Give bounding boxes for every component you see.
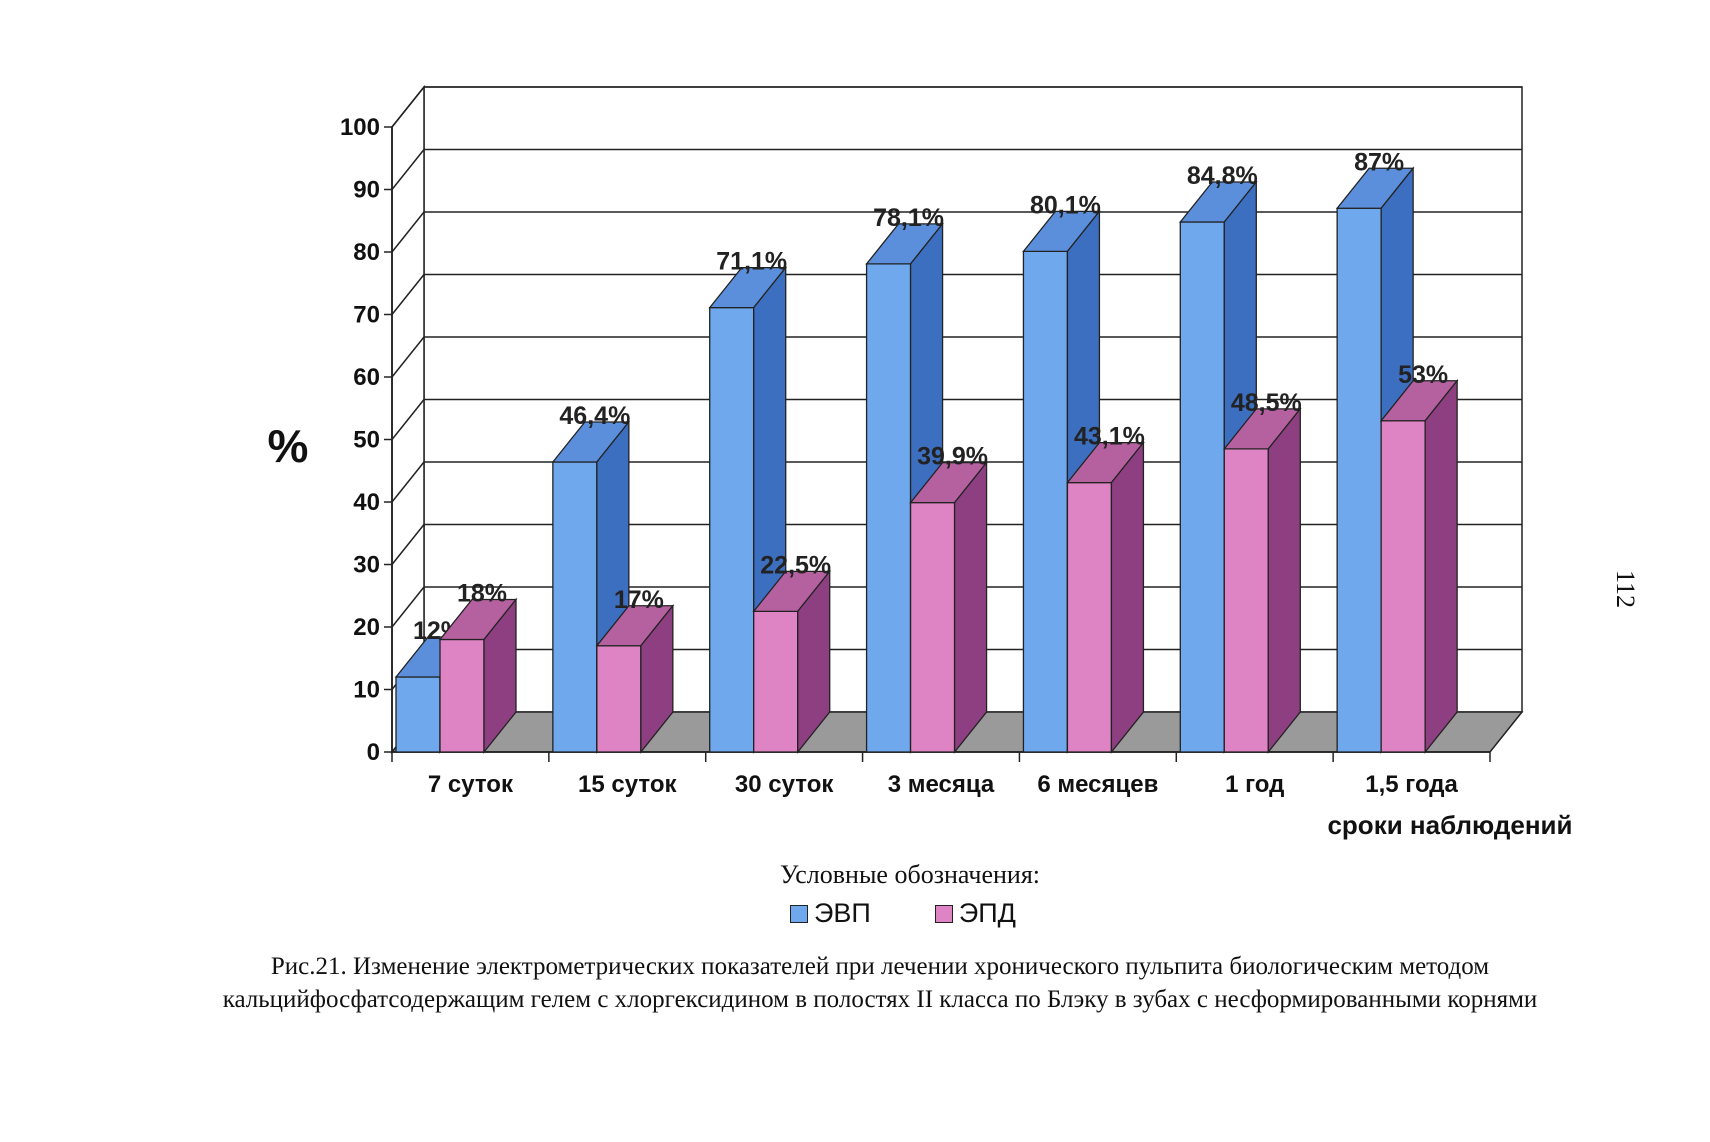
bar-0-0 [395, 676, 441, 753]
data-label-0-2: 71,1% [716, 248, 787, 276]
gridline-side [391, 211, 425, 253]
category-label: 1 год [1225, 771, 1284, 798]
data-label-1-4: 43,1% [1074, 423, 1145, 451]
legend-title: Условные обозначения: [779, 860, 1041, 889]
gridline-side [391, 461, 425, 503]
bar-0-1 [552, 461, 598, 753]
category-label: 6 месяцев [1037, 771, 1158, 798]
y-tick-label: 90 [353, 177, 380, 204]
gridline-side [391, 336, 425, 378]
bar-side-1-6 [1424, 378, 1458, 754]
y-tick-label: 50 [353, 427, 380, 454]
bar-side-1-0 [483, 597, 517, 754]
y-tick-label: 80 [353, 239, 380, 266]
bar-1-1 [596, 645, 642, 753]
data-label-1-2: 22,5% [760, 551, 831, 579]
gridline-side [391, 524, 425, 565]
bar-side-1-4 [1110, 440, 1145, 754]
category-label: 3 месяца [888, 771, 995, 798]
y-tick-label: 30 [353, 552, 380, 579]
bar-1-2 [753, 610, 799, 753]
bar-side-1-3 [953, 460, 988, 754]
y-tick-label: 40 [353, 489, 380, 516]
gridline-side [391, 149, 425, 190]
figure-caption: Рис.21. Изменение электрометрических пок… [222, 953, 1538, 1013]
category-label: 7 суток [428, 771, 514, 798]
bar-side-1-5 [1267, 407, 1301, 754]
bar-0-2 [709, 306, 755, 753]
y-tick-label: 10 [353, 677, 380, 704]
legend-label-epd: ЭПД [958, 898, 1016, 928]
bar-side-1-1 [640, 603, 674, 754]
bar-side-1-2 [797, 569, 831, 754]
legend: ЭВП ЭПД [790, 898, 1016, 929]
bar-1-4 [1066, 481, 1113, 753]
bar-1-3 [909, 501, 956, 753]
bar-1-5 [1223, 448, 1269, 753]
bar-0-4 [1022, 250, 1069, 753]
page-number: 112 [1611, 570, 1640, 609]
y-axis-title: % [268, 420, 309, 472]
bar-1-6 [1380, 420, 1426, 753]
data-label-0-3: 78,1% [873, 204, 944, 232]
gridline-side [391, 586, 425, 628]
category-label: 30 суток [735, 771, 834, 798]
gridline-side [391, 399, 425, 440]
legend-swatch-evp [790, 904, 808, 923]
y-tick-label: 60 [353, 364, 380, 391]
bar-0-6 [1336, 207, 1382, 753]
data-label-0-4: 80,1% [1030, 191, 1101, 219]
gridline-side [391, 274, 425, 315]
bar-0-5 [1179, 221, 1225, 753]
y-tick-label: 0 [367, 739, 380, 766]
data-label-0-5: 84,8% [1187, 162, 1258, 190]
data-label-1-6: 53% [1398, 361, 1448, 389]
y-tick-label: 100 [340, 114, 380, 141]
y-tick-label: 70 [353, 302, 380, 329]
data-label-1-0: 18% [457, 580, 507, 608]
data-label-1-3: 39,9% [917, 443, 988, 471]
gridline-side [391, 86, 425, 128]
data-label-1-5: 48,5% [1231, 389, 1302, 417]
data-label-0-6: 87% [1354, 148, 1404, 176]
data-label-1-1: 17% [614, 586, 664, 614]
x-axis-title: сроки наблюдений [1327, 810, 1572, 840]
y-tick-label: 20 [353, 614, 380, 641]
legend-label-evp: ЭВП [814, 898, 871, 928]
legend-item-epd: ЭПД [934, 898, 1016, 929]
data-label-0-1: 46,4% [559, 402, 630, 430]
bar-0-3 [865, 263, 912, 753]
legend-item-evp: ЭВП [790, 898, 871, 929]
bar-1-0 [439, 638, 485, 753]
category-label: 15 суток [578, 771, 677, 798]
category-label: 1,5 года [1365, 771, 1458, 798]
legend-swatch-epd [934, 904, 953, 923]
